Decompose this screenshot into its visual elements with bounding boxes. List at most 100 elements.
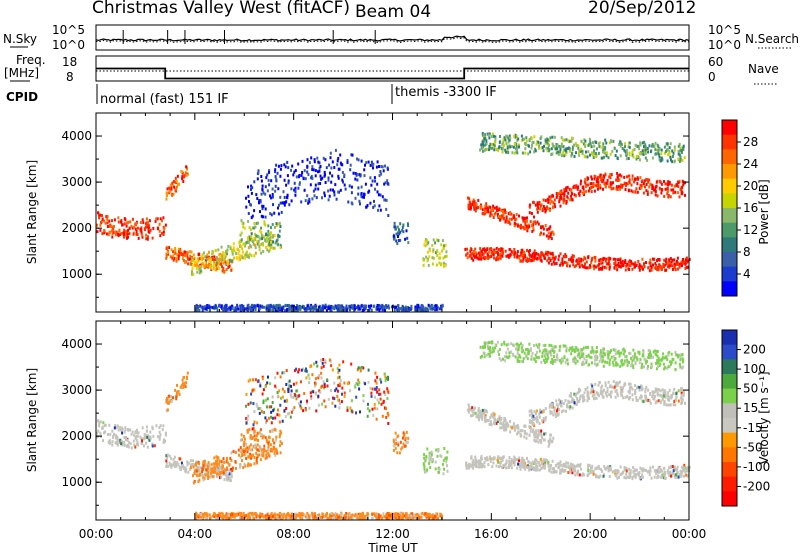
heatmap-cell <box>517 430 520 434</box>
heatmap-cell <box>262 191 265 195</box>
heatmap-cell <box>631 153 634 157</box>
heatmap-cell <box>246 450 249 454</box>
heatmap-cell <box>183 175 185 179</box>
heatmap-cell <box>672 191 675 195</box>
heatmap-cell <box>145 441 148 445</box>
heatmap-cell <box>256 421 259 425</box>
heatmap-cell <box>283 201 286 205</box>
heatmap-cell <box>158 437 161 441</box>
heatmap-cell <box>249 463 252 467</box>
heatmap-cell <box>202 251 205 255</box>
heatmap-cell <box>505 215 508 219</box>
heatmap-cell <box>534 433 537 437</box>
heatmap-cell <box>283 371 286 375</box>
heatmap-cell <box>170 186 173 190</box>
heatmap-cell <box>588 463 591 467</box>
heatmap-cell <box>245 240 248 244</box>
heatmap-cell <box>348 308 351 312</box>
heatmap-cell <box>488 250 491 254</box>
heatmap-cell <box>288 384 291 388</box>
heatmap-cell <box>521 464 524 468</box>
heatmap-cell <box>482 139 485 143</box>
heatmap-cell <box>474 251 477 255</box>
heatmap-cell <box>394 227 397 231</box>
heatmap-cell <box>219 255 222 258</box>
heatmap-cell <box>128 226 131 230</box>
heatmap-cell <box>481 463 484 466</box>
heatmap-cell <box>332 188 334 192</box>
heatmap-cell <box>467 206 470 210</box>
heatmap-cell <box>123 443 126 447</box>
heatmap-cell <box>431 243 434 247</box>
heatmap-cell <box>196 270 199 274</box>
heatmap-cell <box>162 233 165 236</box>
heatmap-cell <box>645 177 648 181</box>
heatmap-cell <box>545 252 548 256</box>
heatmap-cell <box>263 222 266 226</box>
heatmap-cell <box>468 197 471 201</box>
heatmap-cell <box>217 469 220 473</box>
heatmap-cell <box>640 476 643 479</box>
heatmap-cell <box>481 411 484 415</box>
heatmap-cell <box>671 264 674 268</box>
heatmap-cell <box>243 462 246 466</box>
heatmap-cell <box>255 456 258 460</box>
heatmap-cell <box>583 180 586 184</box>
heatmap-cell <box>248 252 251 256</box>
heatmap-cell <box>559 460 562 464</box>
heatmap-cell <box>131 226 134 230</box>
heatmap-cell <box>638 152 641 155</box>
heatmap-cell <box>671 258 674 262</box>
heatmap-cell <box>640 265 643 269</box>
heatmap-cell <box>483 133 486 137</box>
heatmap-cell <box>320 366 323 370</box>
heatmap-cell <box>104 221 107 225</box>
heatmap-cell <box>363 195 365 199</box>
heatmap-cell <box>654 267 657 270</box>
heatmap-cell <box>397 239 400 242</box>
heatmap-cell <box>426 468 429 472</box>
heatmap-cell <box>286 195 288 199</box>
heatmap-cell <box>595 180 598 184</box>
heatmap-cell <box>198 257 201 261</box>
heatmap-cell <box>642 467 645 471</box>
heatmap-cell <box>205 468 208 472</box>
heatmap-cell <box>311 373 314 377</box>
heatmap-cell <box>483 465 486 469</box>
heatmap-cell <box>230 458 233 462</box>
heatmap-cell <box>206 308 209 311</box>
heatmap-cell <box>490 414 493 417</box>
heatmap-cell <box>588 266 591 270</box>
heatmap-cell <box>331 174 334 178</box>
heatmap-cell <box>540 467 543 470</box>
heatmap-cell <box>175 187 177 191</box>
heatmap-cell <box>500 251 503 255</box>
heatmap-cell <box>638 186 641 190</box>
heatmap-cell <box>271 308 274 312</box>
heatmap-cell <box>608 175 611 179</box>
heatmap-cell <box>106 217 109 221</box>
heatmap-cell <box>257 221 260 225</box>
heatmap-cell <box>387 390 390 394</box>
heatmap-cell <box>498 215 500 219</box>
heatmap-cell <box>539 207 541 211</box>
heatmap-cell <box>515 213 518 216</box>
heatmap-cell <box>226 252 228 256</box>
heatmap-cell <box>668 474 671 478</box>
heatmap-cell <box>404 436 407 440</box>
noise-spikes <box>122 30 376 44</box>
heatmap-cell <box>249 454 252 458</box>
heatmap-cell <box>660 156 663 160</box>
heatmap-cell <box>270 213 273 217</box>
heatmap-cell <box>187 258 190 261</box>
heatmap-cell <box>133 443 136 447</box>
heatmap-cell <box>106 225 109 228</box>
heatmap-cell <box>669 465 672 468</box>
heatmap-cell <box>333 166 336 169</box>
heatmap-cell <box>651 143 654 146</box>
heatmap-cell <box>242 250 244 254</box>
heatmap-cell <box>314 174 317 178</box>
heatmap-cell <box>378 204 381 208</box>
heatmap-cell <box>147 227 150 231</box>
heatmap-cell <box>164 431 167 435</box>
